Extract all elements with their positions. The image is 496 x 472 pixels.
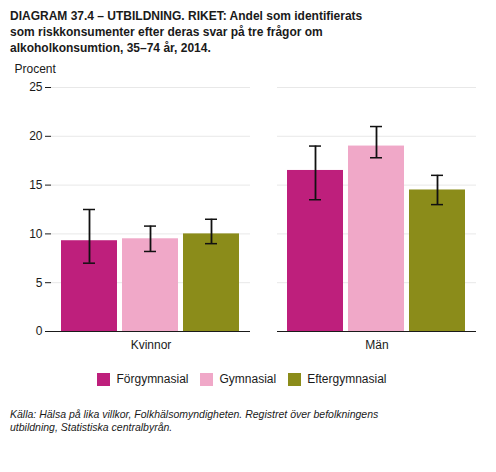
svg-text:25: 25 [29,80,43,94]
svg-text:Kvinnor: Kvinnor [131,338,172,352]
svg-text:Män: Män [365,338,388,352]
html-text:DIAGRAM 37.4 – UTBILDNING. RIK: DIAGRAM 37.4 – UTBILDNING. RIKET: Andel … [10,9,363,56]
html-text:Förgymnasial: Förgymnasial [116,372,189,387]
html-text:Gymnasial: Gymnasial [219,372,277,387]
svg-text:Procent: Procent [15,62,57,76]
svg-text:0: 0 [36,324,43,338]
svg-text:10: 10 [29,226,43,240]
svg-text:15: 15 [29,178,43,192]
html-text:Källa: Hälsa på lika villkor,: Källa: Hälsa på lika villkor, Folkhälsom… [10,407,379,434]
html-text:Eftergymnasial: Eftergymnasial [307,372,387,387]
svg-text:5: 5 [36,275,43,289]
svg-text:20: 20 [29,129,43,143]
